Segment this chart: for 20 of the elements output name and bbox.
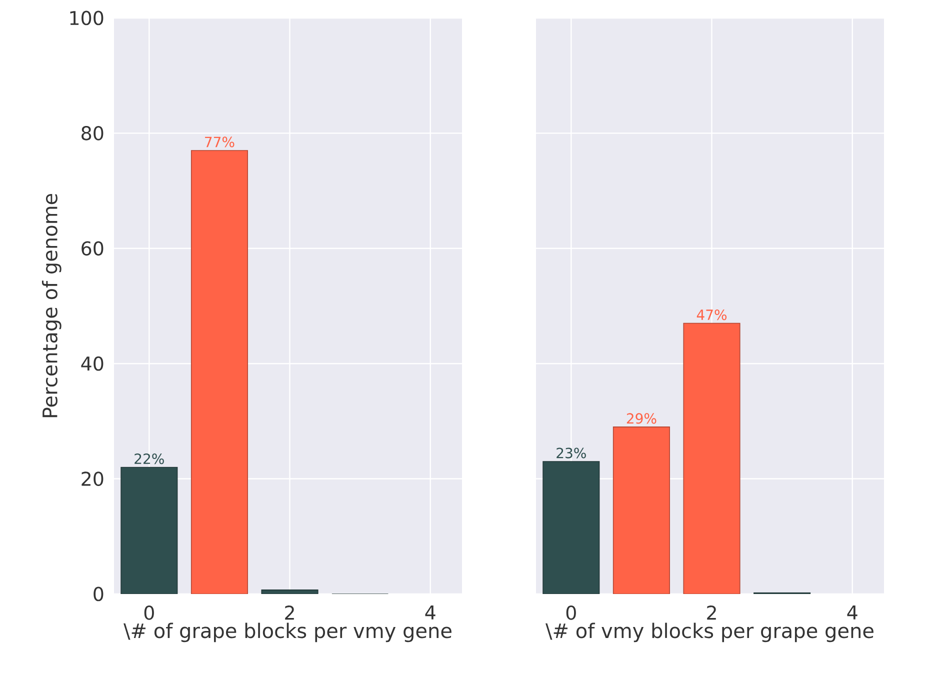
x-tick-label: 2: [707, 606, 716, 620]
y-tick-label: 20: [82, 472, 104, 486]
y-tick-label: 100: [70, 10, 104, 26]
data-label: 77%: [205, 136, 234, 148]
x-tick-label: 0: [144, 606, 154, 620]
data-label: 47%: [696, 309, 727, 320]
y-tick-label: 0: [94, 586, 104, 602]
data-label: 23%: [556, 448, 586, 458]
x-tick-label: 4: [425, 606, 436, 620]
data-label: 22%: [134, 453, 164, 464]
y-axis-title: Percentage of genome: [42, 194, 62, 418]
x-tick-label: 2: [285, 606, 294, 620]
y-tick-label: 60: [82, 241, 104, 256]
x-tick-label: 4: [847, 606, 858, 620]
data-label: 29%: [626, 413, 656, 424]
x-axis-title: \# of vmy blocks per grape gene: [546, 622, 874, 642]
y-tick-label: 80: [82, 126, 104, 140]
x-axis-title: \# of grape blocks per vmy gene: [124, 622, 452, 642]
x-tick-label: 0: [566, 606, 576, 620]
y-tick-label: 40: [81, 356, 104, 371]
